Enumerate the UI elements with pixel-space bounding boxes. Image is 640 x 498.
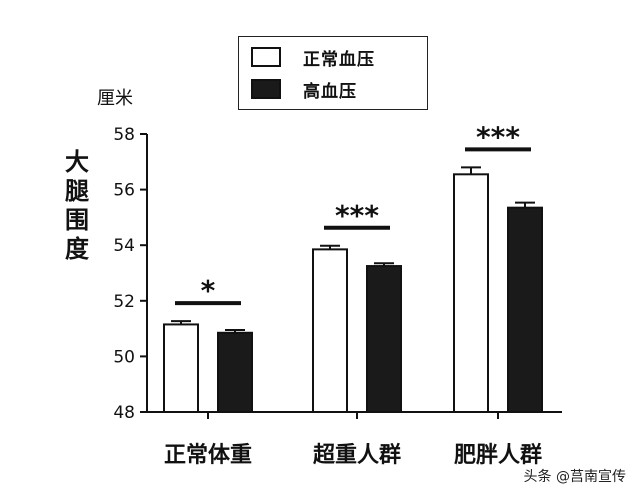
legend-item-hypertension: 高血压 bbox=[251, 76, 357, 102]
legend-label-normal: 正常血压 bbox=[303, 49, 375, 70]
legend: 正常血压 高血压 bbox=[238, 36, 428, 110]
y-tick-label: 52 bbox=[113, 292, 135, 312]
y-tick-label: 50 bbox=[113, 347, 135, 367]
significance-label: *** bbox=[476, 120, 520, 153]
y-axis-title: 大腿围度 bbox=[65, 148, 89, 263]
y-tick-label: 54 bbox=[113, 236, 135, 256]
y-tick-label: 48 bbox=[113, 403, 135, 423]
x-tick-label: 肥胖人群 bbox=[454, 442, 542, 468]
legend-swatch-hypertension bbox=[251, 79, 281, 99]
x-tick-labels: 正常体重 超重人群 肥胖人群 bbox=[164, 442, 542, 468]
axes: 48 50 52 54 56 58 bbox=[113, 125, 562, 423]
bar-hypertension bbox=[366, 265, 402, 413]
significance-label: * bbox=[201, 274, 216, 307]
bars bbox=[163, 166, 543, 413]
legend-item-normal: 正常血压 bbox=[251, 44, 375, 70]
y-tick-label: 56 bbox=[113, 181, 135, 201]
y-unit-label: 厘米 bbox=[97, 88, 133, 109]
bar-hypertension bbox=[507, 206, 543, 413]
significance-label: *** bbox=[335, 199, 379, 232]
bar-hypertension bbox=[217, 331, 253, 413]
bar-normal bbox=[312, 248, 348, 413]
legend-label-hypertension: 高血压 bbox=[303, 81, 357, 102]
legend-swatch-normal bbox=[251, 47, 281, 67]
bar-normal bbox=[163, 323, 199, 413]
x-tick-label: 正常体重 bbox=[164, 442, 252, 468]
x-tick-label: 超重人群 bbox=[313, 442, 401, 468]
bar-normal bbox=[453, 173, 489, 413]
watermark: 头条 @莒南宣传 bbox=[523, 469, 626, 485]
significance-markers: ******* bbox=[175, 120, 531, 307]
y-tick-label: 58 bbox=[113, 125, 135, 145]
